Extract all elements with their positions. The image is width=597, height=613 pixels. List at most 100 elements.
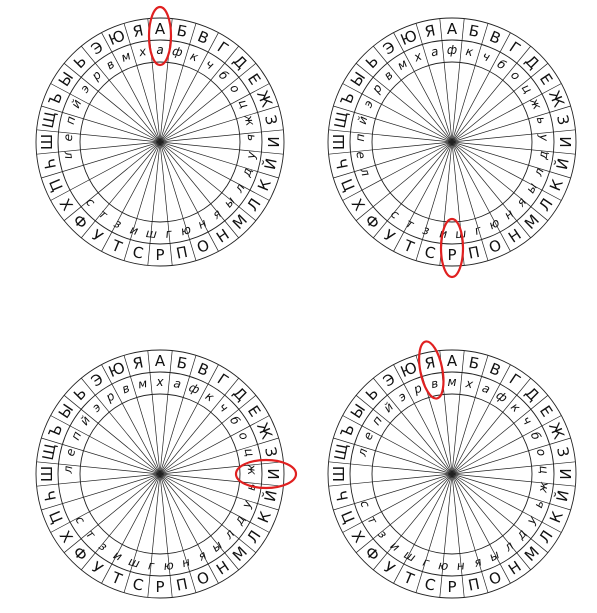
sector-divider bbox=[101, 473, 161, 584]
inner-letter: х bbox=[411, 48, 425, 64]
sector-divider bbox=[373, 141, 453, 239]
outer-letter: К bbox=[546, 509, 567, 526]
outer-letter: Б bbox=[467, 353, 481, 373]
inner-letter: а bbox=[480, 381, 492, 397]
inner-letter: ы bbox=[221, 194, 238, 210]
sector-divider bbox=[451, 141, 571, 179]
inner-letter: м bbox=[119, 48, 133, 64]
inner-letter: ц bbox=[519, 81, 535, 96]
inner-letter: ф bbox=[171, 44, 184, 60]
inner-letter: ы bbox=[209, 538, 225, 555]
outer-letter: Р bbox=[447, 578, 456, 596]
sector-divider bbox=[159, 415, 270, 475]
outer-letter: К bbox=[254, 509, 275, 526]
sector-divider bbox=[159, 63, 257, 143]
inner-letter: ч bbox=[480, 49, 492, 65]
outer-letter: У bbox=[380, 558, 398, 578]
outer-letter: Э bbox=[88, 38, 107, 59]
sector-divider bbox=[81, 377, 161, 475]
outer-ring bbox=[327, 349, 577, 599]
sector-divider bbox=[147, 473, 161, 598]
inner-letter: х bbox=[464, 376, 475, 391]
outer-ring bbox=[327, 17, 577, 267]
sector-divider bbox=[159, 129, 284, 143]
inner-letter: ш bbox=[145, 226, 157, 241]
inner-letter: й bbox=[355, 115, 370, 126]
outer-letter: П bbox=[467, 575, 482, 595]
inner-letter: л bbox=[61, 465, 75, 475]
inner-letter: ч bbox=[216, 400, 231, 415]
inner-letter: ж bbox=[241, 112, 257, 127]
inner-letter: я bbox=[196, 548, 209, 564]
sector-divider bbox=[159, 141, 173, 266]
inner-ring bbox=[79, 61, 241, 223]
outer-letter: Е bbox=[536, 402, 556, 420]
inner-letter: к bbox=[203, 389, 217, 405]
sector-divider bbox=[41, 141, 161, 179]
sector-divider bbox=[342, 473, 453, 533]
outer-letter: Ь bbox=[70, 384, 90, 404]
sector-divider bbox=[159, 364, 219, 475]
sector-divider bbox=[393, 32, 453, 143]
outer-letter: Х bbox=[56, 196, 77, 215]
inner-letter: л bbox=[531, 166, 547, 179]
sector-divider bbox=[451, 45, 531, 143]
sector-divider bbox=[159, 437, 279, 475]
outer-letter: З bbox=[553, 446, 573, 459]
sector-divider bbox=[159, 141, 219, 252]
inner-letter: й bbox=[68, 97, 84, 110]
inner-letter: с bbox=[83, 195, 98, 209]
outer-letter: Г bbox=[506, 38, 524, 58]
sector-divider bbox=[451, 473, 489, 593]
sector-divider bbox=[355, 63, 453, 143]
sector-divider bbox=[451, 473, 465, 598]
sector-divider bbox=[373, 377, 453, 475]
outer-letter: П bbox=[175, 243, 190, 263]
middle-ring bbox=[349, 371, 555, 577]
outer-letter: Ь bbox=[362, 384, 382, 404]
sector-divider bbox=[63, 473, 161, 553]
outer-letter: Ъ bbox=[337, 90, 358, 108]
sector-divider bbox=[328, 129, 453, 143]
sector-divider bbox=[355, 141, 453, 221]
sector-divider bbox=[415, 23, 453, 143]
sector-divider bbox=[451, 129, 576, 143]
inner-letter: н bbox=[501, 206, 516, 222]
inner-letter: т bbox=[83, 527, 99, 542]
inner-letter: о bbox=[534, 447, 549, 457]
sector-divider bbox=[41, 473, 161, 511]
inner-letter: ж bbox=[245, 463, 260, 476]
sector-divider bbox=[159, 355, 197, 475]
outer-letter: Ъ bbox=[45, 422, 66, 440]
outer-letter: З bbox=[261, 446, 281, 459]
sector-divider bbox=[159, 473, 257, 553]
inner-letter: п bbox=[353, 133, 367, 142]
outer-letter: Ж bbox=[545, 88, 568, 110]
outer-letter: А bbox=[447, 352, 458, 370]
outer-letter: Я bbox=[423, 353, 437, 373]
sector-divider bbox=[451, 355, 489, 475]
outer-letter: Й bbox=[552, 157, 573, 172]
sector-divider bbox=[451, 141, 562, 201]
outer-letter: С bbox=[131, 243, 145, 263]
inner-letter: у bbox=[239, 498, 255, 511]
inner-letter: т bbox=[364, 513, 380, 527]
sector-divider bbox=[333, 105, 453, 143]
inner-letter: д bbox=[513, 526, 530, 542]
outer-letter: Д bbox=[229, 52, 250, 73]
outer-letter: Р bbox=[447, 246, 456, 264]
outer-letter: Ц bbox=[45, 508, 66, 526]
outer-letter: Д bbox=[521, 52, 542, 73]
inner-letter: г bbox=[421, 555, 432, 570]
outer-letter: С bbox=[423, 243, 437, 263]
inner-letter: я bbox=[210, 207, 224, 222]
outer-letter: Е bbox=[244, 402, 264, 420]
sector-divider bbox=[81, 473, 161, 571]
highlight-ellipse bbox=[439, 217, 465, 279]
highlight-ellipse bbox=[234, 458, 298, 490]
sector-divider bbox=[36, 461, 161, 475]
outer-letter: Ш bbox=[38, 134, 56, 150]
